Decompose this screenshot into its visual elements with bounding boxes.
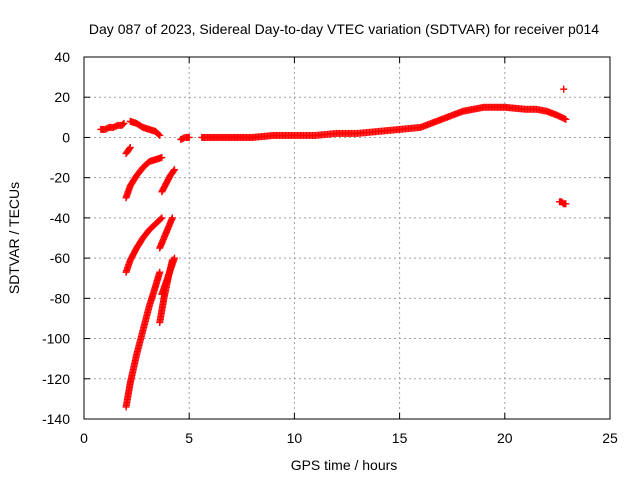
- y-tick-label: -100: [42, 331, 70, 347]
- data-point: [170, 166, 178, 174]
- y-tick-label: -60: [50, 250, 70, 266]
- x-tick-label: 20: [497, 430, 513, 446]
- y-tick-label: -120: [42, 371, 70, 387]
- data-point: [158, 154, 166, 162]
- x-tick-label: 5: [185, 430, 193, 446]
- y-tick-label: -40: [50, 210, 70, 226]
- y-tick-label: -80: [50, 290, 70, 306]
- data-point: [119, 120, 127, 128]
- axis-ticks: [83, 56, 611, 420]
- data-point: [562, 200, 570, 208]
- data-point: [125, 145, 133, 153]
- data-point: [158, 214, 166, 222]
- data-point: [157, 215, 165, 223]
- x-tick-label: 0: [80, 430, 88, 446]
- x-tick-label: 15: [392, 430, 408, 446]
- data-point: [168, 214, 176, 222]
- x-tick-label: 25: [602, 430, 618, 446]
- data-point: [170, 254, 178, 262]
- y-axis-title: SDTVAR / TECUs: [6, 182, 22, 294]
- data-point: [170, 167, 178, 175]
- grid: [84, 57, 610, 419]
- data-point: [562, 115, 570, 123]
- chart-title: Day 087 of 2023, Sidereal Day-to-day VTE…: [89, 21, 599, 37]
- y-tick-label: 0: [62, 129, 70, 145]
- data-point: [156, 131, 164, 139]
- data-point: [185, 133, 193, 141]
- data-point: [120, 119, 128, 127]
- data-point: [560, 85, 568, 93]
- data-point: [155, 130, 163, 138]
- plot-frame: [83, 56, 611, 420]
- y-tick-label: -20: [50, 170, 70, 186]
- data-point: [156, 268, 164, 276]
- data-point: [126, 144, 134, 151]
- y-tick-label: 20: [54, 89, 70, 105]
- x-tick-label: 10: [287, 430, 303, 446]
- data-points: [97, 85, 570, 411]
- tick-labels: 0 5 10 15 20 25 -140 -120 -100 -80 -60 -40 -20 0 20 40: [42, 49, 618, 446]
- y-tick-label: 40: [54, 49, 70, 65]
- x-axis-title: GPS time / hours: [291, 457, 398, 473]
- y-tick-label: -140: [42, 411, 70, 427]
